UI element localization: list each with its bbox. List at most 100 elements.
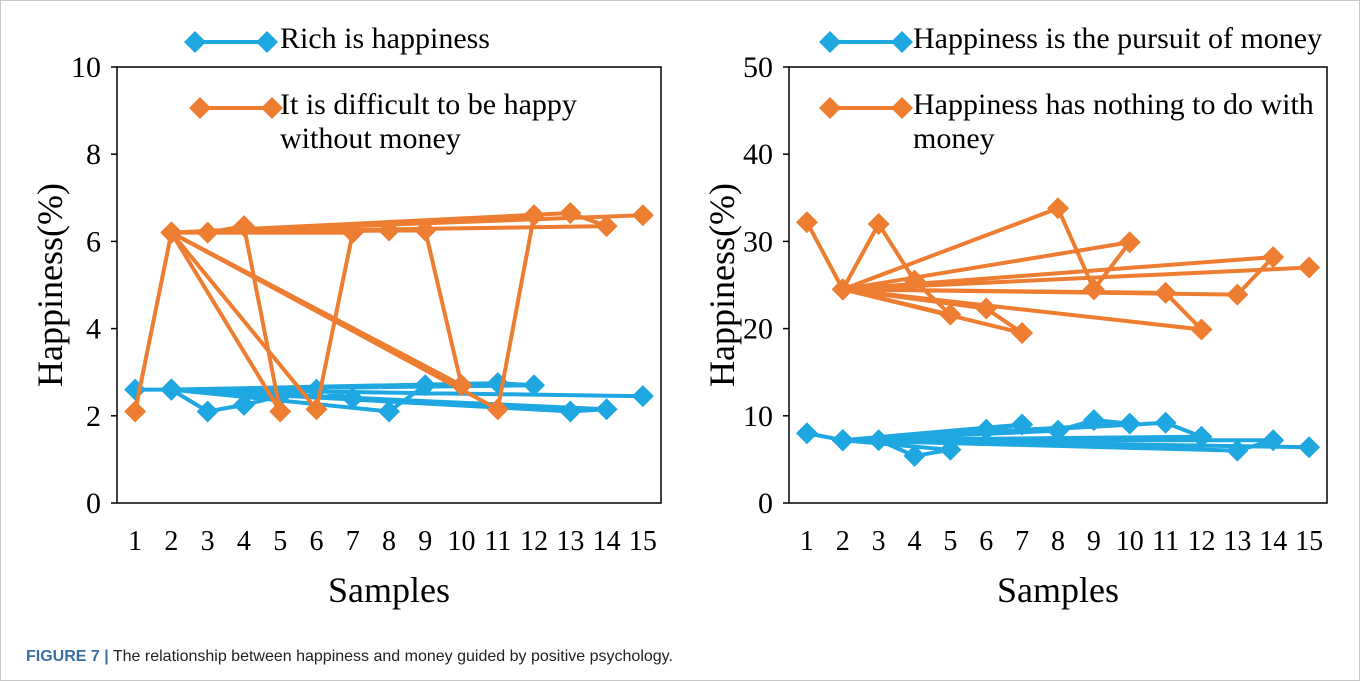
data-point	[523, 204, 546, 227]
data-point	[1154, 281, 1177, 304]
legend-marker	[819, 31, 841, 53]
data-point	[831, 278, 854, 301]
y-axis-label: Happiness(%)	[30, 183, 70, 387]
y-tick-label: 50	[743, 51, 773, 84]
data-point	[1082, 278, 1105, 301]
y-tick-label: 2	[86, 400, 101, 433]
legend-label: Happiness has nothing to do with money	[913, 88, 1314, 155]
data-point	[631, 204, 654, 227]
y-tick-label: 6	[86, 225, 101, 258]
data-point	[903, 444, 926, 467]
x-tick-label: 4	[237, 526, 251, 557]
x-tick-label: 5	[943, 526, 957, 557]
data-point	[867, 212, 890, 235]
data-point	[559, 400, 582, 423]
legend-marker	[261, 97, 283, 119]
plot-frame	[116, 66, 662, 504]
x-tick-label: 13	[556, 526, 584, 557]
data-point	[1011, 413, 1034, 436]
data-point	[795, 422, 818, 445]
x-tick-label: 15	[1295, 526, 1323, 557]
data-point	[795, 211, 818, 234]
x-tick-label: 5	[273, 526, 287, 557]
data-point	[414, 374, 437, 397]
x-tick-label: 6	[979, 526, 993, 557]
data-point	[523, 374, 546, 397]
data-point	[867, 429, 890, 452]
data-point	[269, 400, 292, 423]
legend-label: It is difficult to be happy without mone…	[280, 88, 577, 155]
y-tick-label: 40	[743, 138, 773, 171]
data-point	[232, 215, 255, 238]
x-tick-label: 15	[629, 526, 657, 557]
data-point	[160, 221, 183, 244]
data-point	[939, 303, 962, 326]
data-point	[1082, 409, 1105, 432]
data-point	[450, 374, 473, 397]
y-tick-label: 10	[743, 400, 773, 433]
data-point	[595, 215, 618, 238]
data-point	[1298, 436, 1321, 459]
x-tick-label: 9	[1087, 526, 1101, 557]
x-tick-label: 7	[1015, 526, 1029, 557]
data-point	[1262, 429, 1285, 452]
data-point	[559, 202, 582, 225]
data-point	[1226, 283, 1249, 306]
caption-label: FIGURE 7 |	[26, 648, 109, 665]
legend-marker	[891, 31, 913, 53]
legend-marker	[256, 31, 278, 53]
data-point	[631, 385, 654, 408]
data-point	[124, 400, 147, 423]
data-point	[1047, 197, 1069, 220]
x-axis-label: Samples	[997, 570, 1119, 610]
x-tick-label: 9	[418, 526, 432, 557]
data-point	[1047, 419, 1069, 442]
data-point	[341, 387, 364, 410]
data-point	[414, 219, 437, 242]
x-tick-label: 14	[593, 526, 621, 557]
data-point	[1190, 318, 1213, 341]
y-tick-label: 30	[743, 225, 773, 258]
x-tick-label: 3	[872, 526, 886, 557]
y-tick-label: 20	[743, 313, 773, 346]
x-tick-label: 1	[800, 526, 814, 557]
data-point	[1118, 231, 1141, 254]
data-point	[975, 297, 998, 320]
x-tick-label: 7	[346, 526, 360, 557]
data-point	[1226, 439, 1249, 462]
y-tick-label: 10	[71, 51, 101, 84]
data-point	[939, 438, 962, 461]
data-point	[486, 398, 509, 421]
x-tick-label: 11	[1152, 526, 1179, 557]
data-point	[232, 393, 255, 416]
x-tick-label: 6	[309, 526, 323, 557]
x-tick-label: 14	[1259, 526, 1287, 557]
data-point	[1154, 411, 1177, 434]
x-tick-label: 8	[1051, 526, 1065, 557]
data-point	[378, 400, 400, 423]
data-point	[305, 398, 328, 421]
legend-marker	[819, 97, 841, 119]
x-tick-label: 2	[164, 526, 178, 557]
x-tick-label: 10	[448, 526, 476, 557]
legend-marker	[189, 97, 211, 119]
data-point	[903, 269, 926, 292]
y-axis-label: Happiness(%)	[702, 183, 742, 387]
x-tick-label: 3	[201, 526, 215, 557]
legend-label: Rich is happiness	[280, 22, 490, 55]
x-tick-label: 8	[382, 526, 396, 557]
x-tick-label: 2	[836, 526, 850, 557]
legend-label: Happiness is the pursuit of money	[913, 22, 1323, 55]
data-point	[1011, 321, 1034, 344]
data-point	[831, 429, 854, 452]
data-point	[975, 418, 998, 441]
x-axis-label: Samples	[328, 570, 450, 610]
data-point	[341, 221, 364, 244]
plot-frame	[788, 66, 1328, 504]
x-tick-label: 4	[908, 526, 922, 557]
legend-marker	[184, 31, 206, 53]
data-point	[1190, 425, 1213, 448]
x-tick-label: 12	[520, 526, 548, 557]
